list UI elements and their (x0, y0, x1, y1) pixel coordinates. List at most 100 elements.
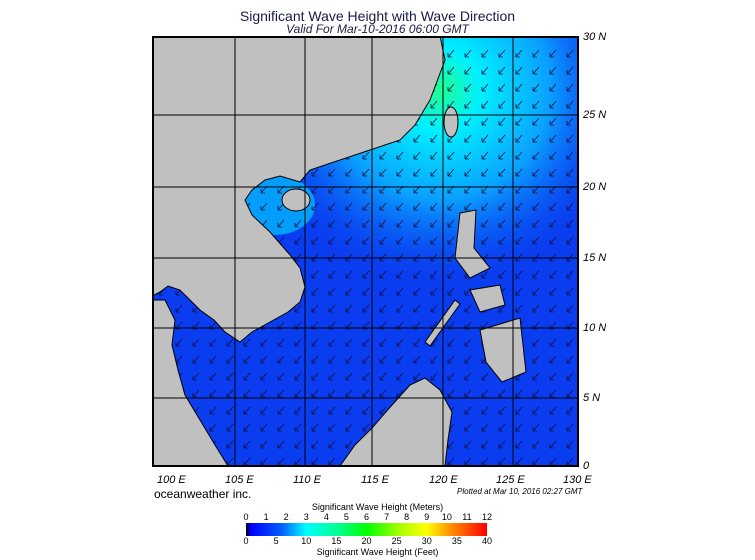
lon-label: 105 E (225, 474, 254, 486)
colorbar-tick: 15 (331, 536, 342, 546)
wave-direction-arrow (532, 440, 540, 449)
land-hainan (281, 188, 311, 212)
wave-direction-arrow (464, 304, 472, 313)
wave-direction-arrow (430, 270, 438, 279)
wave-direction-arrow (498, 168, 506, 177)
wave-direction-arrow (464, 151, 472, 160)
wave-direction-arrow (464, 372, 472, 381)
wave-direction-arrow (464, 202, 472, 211)
wave-direction-arrow (362, 270, 370, 279)
wave-direction-arrow (277, 406, 285, 415)
wave-direction-arrow (430, 236, 438, 245)
wave-direction-arrow (413, 372, 421, 381)
colorbar-tick: 12 (481, 512, 493, 522)
wave-direction-arrow (447, 338, 455, 347)
wave-direction-arrow (464, 100, 472, 109)
wave-direction-arrow (481, 66, 489, 75)
wave-direction-arrow (481, 440, 489, 449)
wave-direction-arrow (328, 168, 336, 177)
wave-direction-arrow (498, 219, 506, 228)
colorbar-tick: 3 (303, 512, 309, 522)
lat-label: 25 N (583, 109, 607, 121)
wave-direction-arrow (481, 168, 489, 177)
wave-direction-arrow (396, 287, 404, 296)
wave-direction-arrow (328, 287, 336, 296)
lat-label: 20 N (583, 181, 607, 193)
wave-direction-arrow (430, 100, 438, 109)
wave-direction-arrow (447, 168, 455, 177)
wave-direction-arrow (498, 270, 506, 279)
wave-direction-arrow (481, 83, 489, 92)
wave-direction-arrow (566, 389, 574, 398)
wave-direction-arrow (379, 304, 387, 313)
wave-direction-arrow (549, 355, 557, 364)
wave-direction-arrow (345, 372, 353, 381)
wave-direction-arrow (430, 117, 438, 126)
wave-direction-arrow (447, 389, 455, 398)
wave-direction-arrow (396, 355, 404, 364)
wave-direction-arrow (549, 83, 557, 92)
wave-direction-arrow (532, 219, 540, 228)
brand-label: oceanweather inc. (154, 487, 252, 501)
wave-direction-arrow (396, 304, 404, 313)
wave-direction-arrow (345, 270, 353, 279)
wave-direction-arrow (447, 287, 455, 296)
wave-direction-arrow (532, 270, 540, 279)
wave-direction-arrow (498, 83, 506, 92)
wave-direction-arrow (328, 406, 336, 415)
wave-direction-arrow (566, 372, 574, 381)
lat-label: 15 N (583, 252, 607, 264)
wave-direction-arrow (209, 372, 217, 381)
wave-direction-arrow (447, 355, 455, 364)
wave-direction-arrow (294, 219, 302, 228)
lat-label: 30 N (583, 31, 607, 43)
wave-direction-arrow (532, 236, 540, 245)
wave-direction-arrow (447, 219, 455, 228)
wave-direction-arrow (209, 389, 217, 398)
wave-direction-arrow (566, 151, 574, 160)
wave-direction-arrow (379, 372, 387, 381)
wave-direction-arrow (566, 355, 574, 364)
wave-direction-arrow (294, 236, 302, 245)
colorbar-tick: 25 (391, 536, 402, 546)
wave-direction-arrow (362, 304, 370, 313)
colorbar-meters-title: Significant Wave Height (Meters) (311, 502, 444, 512)
wave-direction-arrow (549, 440, 557, 449)
wave-direction-arrow (532, 338, 540, 347)
wave-direction-arrow (345, 338, 353, 347)
wave-direction-arrow (532, 389, 540, 398)
wave-direction-arrow (515, 49, 523, 58)
land-taiwan (443, 106, 459, 138)
wave-direction-arrow (549, 49, 557, 58)
wave-direction-arrow (566, 49, 574, 58)
wave-direction-arrow (328, 202, 336, 211)
wave-direction-arrow (532, 134, 540, 143)
lat-label: 5 N (583, 392, 601, 404)
wave-direction-arrow (277, 219, 285, 228)
wave-direction-arrow (515, 406, 523, 415)
wave-direction-arrow (481, 270, 489, 279)
wave-direction-arrow (464, 83, 472, 92)
wave-direction-arrow (447, 49, 455, 58)
wave-direction-arrow (430, 372, 438, 381)
wave-direction-arrow (481, 372, 489, 381)
wave-direction-arrow (209, 423, 217, 432)
wave-direction-arrow (413, 134, 421, 143)
wave-direction-arrow (515, 236, 523, 245)
wave-direction-arrow (294, 338, 302, 347)
wave-direction-arrow (294, 406, 302, 415)
wave-direction-arrow (566, 406, 574, 415)
land-borneo (339, 377, 453, 467)
wave-direction-arrow (566, 287, 574, 296)
wave-direction-arrow (481, 134, 489, 143)
wave-direction-arrow (294, 355, 302, 364)
wave-direction-arrow (549, 304, 557, 313)
wave-direction-arrow (447, 270, 455, 279)
wave-direction-arrow (379, 202, 387, 211)
lon-label: 125 E (496, 474, 525, 486)
wave-direction-arrow (549, 168, 557, 177)
wave-direction-arrow (566, 202, 574, 211)
wave-direction-arrow (243, 372, 251, 381)
colorbar-tick: 10 (301, 536, 312, 546)
wave-direction-arrow (277, 389, 285, 398)
